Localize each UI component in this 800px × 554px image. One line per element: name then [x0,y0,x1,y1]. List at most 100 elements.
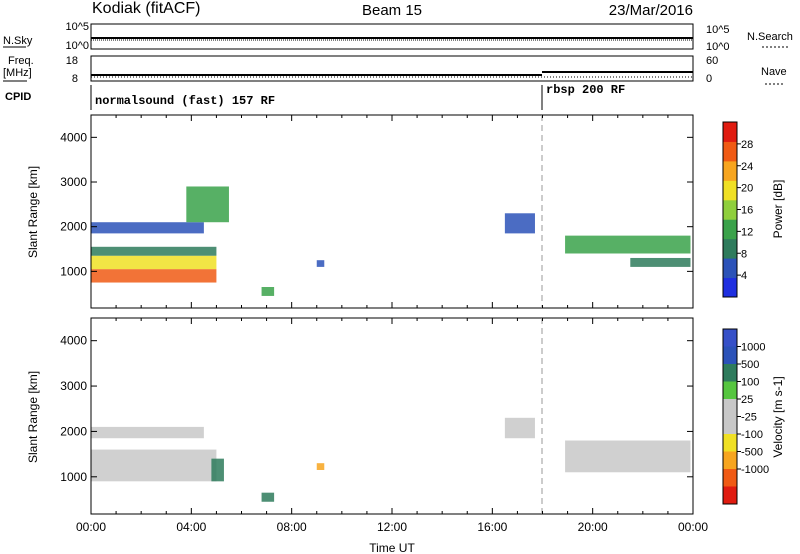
power-panel: 1000 2000 3000 4000 Slant Range [km] [26,114,694,309]
colorbar-swatch [723,434,737,452]
colorbar-tick-label: -25 [741,412,757,424]
cpid-segment-1: normalsound (fast) 157 RF [95,94,275,108]
colorbar-tick-label: 12 [741,226,753,238]
velocity-colorbar-swatches [723,329,737,505]
nsearch-tick-top: 10^5 [706,24,730,36]
freq-strip-frame [90,55,694,82]
colorbar-swatch [723,469,737,487]
nave-label: Nave [761,66,787,78]
power-ylabel: Slant Range [km] [26,166,40,258]
colorbar-tick-label: 24 [741,161,753,173]
colorbar-swatch [723,346,737,365]
nsearch-label: N.Search [747,31,793,43]
echo-region [316,260,325,267]
station-title: Kodiak (fitACF) [92,0,200,17]
colorbar-swatch [723,258,737,279]
colorbar-tick-label: 100 [741,377,759,389]
y-tick-label: 3000 [60,175,87,189]
colorbar-swatch [723,277,737,298]
echo-region [630,257,691,267]
colorbar-swatch [723,238,737,259]
velocity-colorbar-ticks: 1000 500 100 25 -25 -100 -500 -1000 [737,342,769,476]
colorbar-swatch [723,381,737,400]
colorbar-swatch [723,416,737,435]
velocity-ylabel: Slant Range [km] [26,371,40,463]
freq-tick-bottom: 8 [72,73,78,85]
echo-region [91,426,204,439]
velocity-panel-frame [90,317,694,515]
echo-region [91,255,217,270]
nave-tick-top: 60 [706,55,718,67]
colorbar-tick-label: -100 [741,429,763,441]
colorbar-tick-label: -1000 [741,464,769,476]
x-tick-label: 00:00 [76,520,106,534]
velocity-echoes [91,417,691,502]
x-tick-label: 04:00 [176,520,206,534]
echo-region [565,235,691,254]
freq-strip: Freq. [MHz] 18 8 60 0 Nave [3,55,787,85]
echo-region [91,222,204,234]
echo-region [91,269,217,283]
echo-region [261,492,275,502]
colorbar-swatch [723,122,737,142]
echo-region [186,186,229,223]
echo-region [504,417,535,439]
echo-region [261,287,275,296]
colorbar-swatch [723,486,737,505]
colorbar-tick-label: 28 [741,139,753,151]
colorbar-tick-label: 4 [741,270,747,282]
power-colorbar-label: Power [dB] [771,180,785,239]
x-tick-label: 16:00 [477,520,507,534]
colorbar-swatch [723,219,737,240]
y-tick-label: 4000 [60,130,87,144]
noise-strip-frame [90,23,694,50]
nsky-tick-bottom: 10^0 [65,40,89,52]
colorbar-swatch [723,329,737,347]
noise-strip: N.Sky 10^5 10^0 10^5 10^0 N.Search [3,21,793,53]
beam-title: Beam 15 [362,2,422,19]
freq-label-1: Freq. [8,55,34,67]
power-colorbar-ticks: 4 8 12 16 20 24 28 [737,139,753,282]
freq-tick-top: 18 [66,55,78,67]
cpid-strip: CPID normalsound (fast) 157 RF rbsp 200 … [5,83,625,110]
colorbar-swatch [723,399,737,417]
nsky-label: N.Sky [3,35,33,47]
power-colorbar-swatches [723,122,737,298]
nsearch-tick-bottom: 10^0 [706,41,730,53]
time-axis-label: Time UT [369,541,415,554]
colorbar-swatch [723,141,737,162]
echo-region [504,213,535,234]
y-tick-label: 4000 [60,334,87,348]
echo-region [91,449,217,482]
colorbar-swatch [723,451,737,470]
x-tick-label: 12:00 [377,520,407,534]
echo-region [211,458,224,482]
colorbar-swatch [723,364,737,382]
cpid-label: CPID [5,91,31,103]
colorbar-tick-label: 20 [741,183,753,195]
colorbar-tick-label: 25 [741,394,753,406]
date-title: 23/Mar/2016 [609,2,693,19]
echo-region [91,246,217,256]
y-tick-label: 2000 [60,424,87,438]
x-tick-label: 20:00 [578,520,608,534]
x-tick-label: 00:00 [678,520,708,534]
colorbar-tick-label: 16 [741,205,753,217]
freq-label-2: [MHz] [3,67,32,79]
power-x-ticks [90,115,694,308]
colorbar-tick-label: 8 [741,248,747,260]
colorbar-tick-label: -500 [741,447,763,459]
y-tick-label: 3000 [60,379,87,393]
velocity-x-ticks: 00:00 04:00 08:00 12:00 16:00 20:00 00:00 [76,318,708,534]
colorbar-swatch [723,199,737,220]
colorbar-swatch [723,160,737,181]
power-colorbar: 4 8 12 16 20 24 28 Power [dB] [722,121,785,298]
x-tick-label: 08:00 [277,520,307,534]
echo-region [316,463,325,470]
colorbar-tick-label: 500 [741,359,759,371]
y-tick-label: 2000 [60,220,87,234]
colorbar-tick-label: 1000 [741,342,765,354]
nsky-tick-top: 10^5 [65,21,89,33]
